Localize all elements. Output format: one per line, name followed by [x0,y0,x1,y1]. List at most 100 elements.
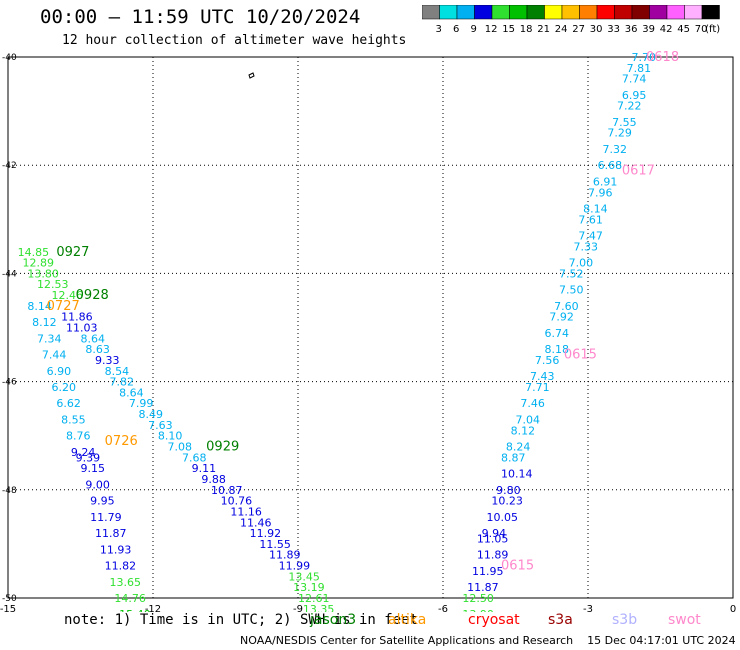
wave-height-value: 7.47 [578,230,603,243]
wave-height-value: 13.65 [110,576,142,589]
color-scale-label: 42 [660,24,673,35]
wave-height-value: 11.89 [477,549,509,562]
wave-height-value: 13.45 [288,570,320,583]
wave-height-value: 11.87 [95,527,127,540]
color-scale-label: 70 [695,24,708,35]
wave-height-value: 11.16 [230,505,261,518]
wave-height-value: 9.88 [201,473,226,486]
wave-height-value: 9.11 [192,462,217,475]
wave-height-value: 7.50 [559,284,584,297]
wave-height-value: 7.81 [627,62,652,75]
wave-height-value: 8.87 [501,451,526,464]
wave-height-value: 8.54 [105,365,129,378]
wave-height-value: 6.68 [598,159,623,172]
footer-note: note: 1) Time is in UTC; 2) SWH is in fe… [64,612,419,628]
wave-height-value: 9.15 [81,462,106,475]
color-scale-label: 6 [453,24,459,35]
wave-height-value: 11.05 [477,532,509,545]
wave-height-value: 8.12 [511,424,535,437]
wave-height-chart: -15 -12 -9 -6 -3 0-40-42-44-46-48-507.707.817… [0,50,736,612]
wave-height-value: 7.44 [42,349,66,362]
wave-height-value: 7.61 [578,213,603,226]
wave-height-value: 7.55 [612,116,637,129]
wave-height-value: 14.76 [114,592,146,605]
wave-height-value: 6.62 [56,397,80,410]
y-tick-label: -42 [2,161,17,171]
wave-height-value: 13.19 [293,581,325,594]
wave-height-value: 7.33 [574,240,599,253]
pass-time-label: 0615 [564,348,597,363]
wave-height-value: 6.91 [593,175,618,188]
wave-height-value: 11.99 [279,560,311,573]
wave-height-value: 12.53 [37,278,69,291]
wave-height-value: 8.63 [85,343,110,356]
legend-item-cryosat: cryosat [468,612,520,628]
y-tick-label: -46 [2,378,17,388]
wave-height-value: 11.89 [269,549,301,562]
wave-height-value: 11.95 [472,565,504,578]
wave-height-value: 7.43 [530,370,555,383]
y-tick-label: -40 [2,53,17,63]
wave-height-value: 8.10 [158,430,183,443]
plot-frame [7,56,734,599]
wave-height-value: 10.23 [491,495,523,508]
wave-height-value: 7.68 [182,451,207,464]
wave-height-value: 10.76 [221,495,253,508]
x-tick-label: -12 [145,604,161,612]
wave-height-value: 7.29 [607,127,632,140]
footer-credit: NOAA/NESDIS Center for Satellite Applica… [240,634,736,647]
wave-height-value: 8.64 [81,332,106,345]
wave-height-value: 6.90 [47,365,72,378]
color-scale-label: 15 [502,24,515,35]
wave-height-value: 7.82 [110,376,135,389]
wave-height-value: 8.49 [139,408,164,421]
wave-height-value: 7.04 [516,413,541,426]
wave-height-value: 12.61 [298,592,330,605]
y-tick-label: -50 [2,594,17,604]
color-scale-label: (ft) [705,24,720,35]
pass-time-label: 0726 [105,434,138,449]
pass-time-label: 0617 [622,164,655,179]
wave-height-value: 8.12 [32,316,57,329]
y-tick-label: -48 [2,486,17,496]
wave-height-value: 7.46 [520,397,545,410]
color-scale-label: 45 [677,24,690,35]
wave-height-value: 11.82 [105,560,136,573]
x-tick-label: -3 [583,604,593,612]
wave-height-value: 8.64 [119,386,143,399]
wave-height-value: 14.85 [18,246,49,259]
wave-height-value: 7.08 [168,441,193,454]
wave-height-value: 6.74 [545,327,570,340]
wave-height-value: 7.63 [148,419,173,432]
legend-item-s3b: s3b [612,612,638,628]
wave-height-value: 7.52 [559,267,584,280]
wave-height-value: 9.39 [76,451,101,464]
color-scale-label: 24 [555,24,568,35]
color-scale-label: 18 [520,24,533,35]
wave-height-value: 8.18 [545,343,570,356]
wave-height-value: 11.79 [90,511,122,524]
wave-height-value: 12.46 [52,289,84,302]
wave-height-value: 7.56 [535,354,560,367]
chart-subtitle: 12 hour collection of altimeter wave hei… [62,33,407,48]
legend-item-altika: altika [388,612,427,628]
wave-height-value: 10.14 [501,468,533,481]
color-scale-bar: 3 6 9 12 15 18 21 24 27 30 33 36 39 42 45 70(ft) [422,5,720,35]
pass-time-label: 0618 [646,50,679,65]
island-outline [248,72,255,79]
color-scale-label: 39 [642,24,655,35]
wave-height-value: 10.87 [211,484,243,497]
pass-time-label: 0927 [56,245,89,260]
wave-height-value: 11.03 [66,322,98,335]
legend-item-swot: swot [668,612,701,628]
wave-height-value: 7.34 [37,332,62,345]
pass-time-label: 0615 [501,559,534,574]
x-tick-label: 0 [730,604,736,612]
chart-title: 00:00 – 11:59 UTC 10/20/2024 [40,6,361,28]
wave-height-value: 8.55 [61,413,86,426]
wave-height-value: 7.71 [525,381,550,394]
wave-height-value: 7.74 [622,73,647,86]
wave-height-value: 11.87 [467,581,499,594]
wave-height-value: 7.00 [569,257,594,270]
pass-time-label: 0928 [76,288,109,303]
